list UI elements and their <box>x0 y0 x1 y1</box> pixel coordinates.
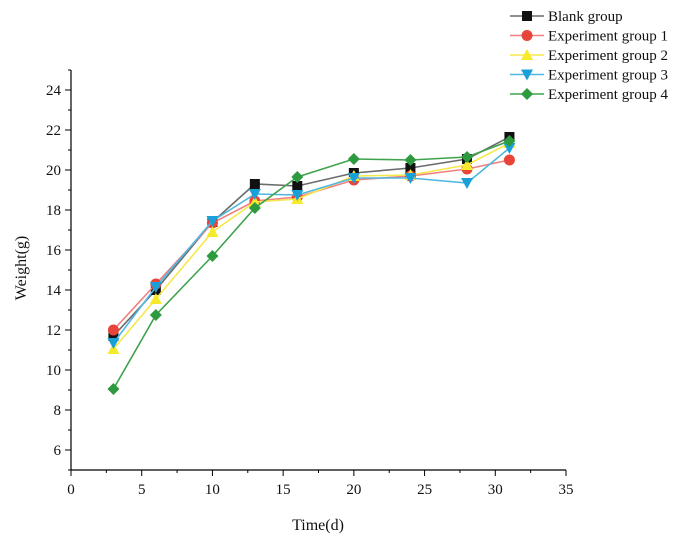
y-tick-label: 16 <box>46 243 62 259</box>
x-axis-title: Time(d) <box>292 517 344 534</box>
series-1 <box>108 132 515 341</box>
data-point <box>248 189 261 200</box>
y-tick-label: 24 <box>46 83 62 99</box>
y-tick-label: 6 <box>54 443 62 459</box>
y-tick-label: 14 <box>46 283 62 299</box>
data-point <box>108 331 119 341</box>
y-tick-label: 12 <box>46 323 61 339</box>
x-tick-label: 25 <box>417 482 432 498</box>
x-tick-label: 10 <box>205 482 220 498</box>
legend-swatch-marker <box>521 88 533 100</box>
data-point <box>206 216 219 227</box>
data-point <box>149 282 162 293</box>
axes: 0 5 10 15 20 25 30 35 6 8 10 12 14 16 18 20 22 24 <box>46 69 574 498</box>
y-tick-label: 18 <box>46 203 61 219</box>
series-line <box>112 136 510 337</box>
legend-item: Experiment group 2 <box>510 48 668 64</box>
x-tick-label: 35 <box>559 482 574 498</box>
data-point <box>149 293 162 304</box>
series-line <box>112 147 510 344</box>
series-3 <box>107 137 516 354</box>
x-tick-label: 0 <box>67 482 75 498</box>
data-point <box>461 159 473 170</box>
y-tick-label: 22 <box>46 123 61 139</box>
data-point <box>291 190 304 201</box>
legend-label: Experiment group 2 <box>548 48 668 64</box>
legend-swatch-marker <box>521 49 533 60</box>
legend-label: Experiment group 4 <box>548 87 668 103</box>
legend-label: Experiment group 1 <box>548 29 668 45</box>
data-point <box>404 154 417 166</box>
legend-swatch-marker <box>521 30 533 41</box>
series-line <box>112 159 510 331</box>
y-tick-label: 10 <box>46 363 61 379</box>
x-tick-label: 30 <box>488 482 503 498</box>
data-point <box>248 202 261 214</box>
data-point <box>107 338 120 349</box>
data-point <box>107 383 120 395</box>
data-point <box>248 196 261 207</box>
x-tick-label: 20 <box>346 482 361 498</box>
legend-item: Experiment group 3 <box>510 68 668 84</box>
legend-swatch-marker <box>522 11 532 21</box>
y-tick-label: 20 <box>46 163 61 179</box>
data-point <box>347 153 360 165</box>
data-point <box>503 135 516 147</box>
data-point <box>347 173 360 184</box>
data-point <box>149 309 162 321</box>
legend-item: Experiment group 1 <box>510 29 668 45</box>
series-line <box>112 142 510 350</box>
series-layer <box>107 132 516 395</box>
data-point <box>503 154 515 166</box>
data-point <box>249 179 260 189</box>
x-tick-label: 5 <box>138 482 146 498</box>
data-point <box>206 226 219 237</box>
legend-label: Blank group <box>548 9 623 25</box>
y-tick-label: 8 <box>54 403 62 419</box>
data-point <box>107 324 119 336</box>
data-point <box>291 171 304 183</box>
data-point <box>405 163 416 173</box>
data-point <box>404 173 417 184</box>
legend-item: Experiment group 4 <box>510 87 668 103</box>
legend-label: Experiment group 3 <box>548 68 668 84</box>
data-point <box>461 178 473 189</box>
legend-item: Blank group <box>510 9 623 25</box>
data-point <box>461 151 473 163</box>
x-tick-label: 15 <box>276 482 291 498</box>
y-axis-title: Weight(g) <box>13 236 30 300</box>
series-5 <box>107 135 516 395</box>
series-4 <box>107 143 516 349</box>
data-point <box>503 143 516 154</box>
data-point <box>292 181 303 191</box>
legend-swatch-marker <box>521 69 533 81</box>
legend: Blank group Experiment group 1 Experiment … <box>510 9 668 103</box>
data-point <box>206 250 219 262</box>
